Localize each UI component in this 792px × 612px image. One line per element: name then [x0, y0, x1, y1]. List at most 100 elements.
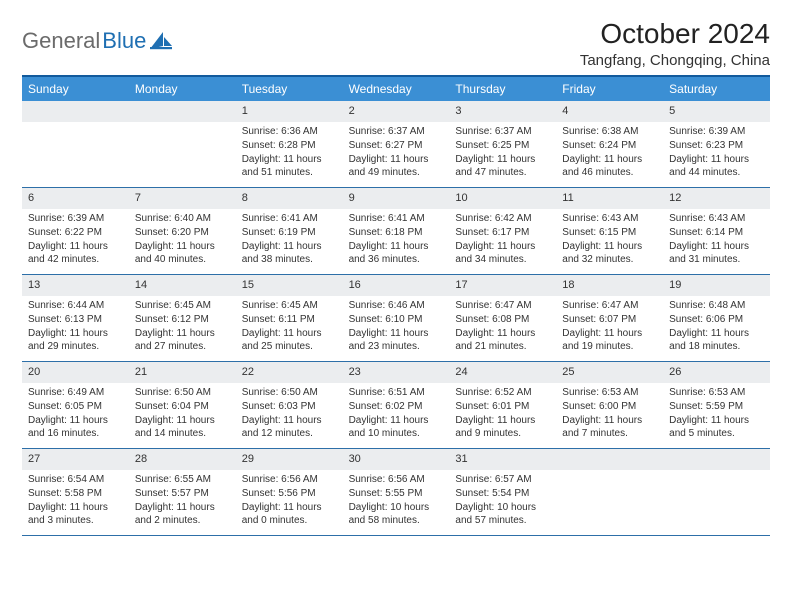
daylight-text: Daylight: 11 hours and 40 minutes. [135, 240, 230, 267]
sunrise-text: Sunrise: 6:52 AM [455, 386, 550, 400]
day-details: Sunrise: 6:48 AMSunset: 6:06 PMDaylight:… [663, 296, 770, 359]
sunset-text: Sunset: 6:12 PM [135, 313, 230, 327]
daylight-text: Daylight: 11 hours and 46 minutes. [562, 153, 657, 180]
day-number: 27 [22, 449, 129, 470]
calendar-cell [556, 449, 663, 535]
day-details: Sunrise: 6:41 AMSunset: 6:19 PMDaylight:… [236, 209, 343, 272]
calendar-cell: 29Sunrise: 6:56 AMSunset: 5:56 PMDayligh… [236, 449, 343, 535]
page-title: October 2024 [580, 18, 770, 50]
calendar-body: 1Sunrise: 6:36 AMSunset: 6:28 PMDaylight… [22, 101, 770, 536]
daylight-text: Daylight: 11 hours and 42 minutes. [28, 240, 123, 267]
day-details: Sunrise: 6:41 AMSunset: 6:18 PMDaylight:… [343, 209, 450, 272]
day-details: Sunrise: 6:36 AMSunset: 6:28 PMDaylight:… [236, 122, 343, 185]
calendar-cell: 24Sunrise: 6:52 AMSunset: 6:01 PMDayligh… [449, 362, 556, 448]
calendar-cell: 11Sunrise: 6:43 AMSunset: 6:15 PMDayligh… [556, 188, 663, 274]
day-details: Sunrise: 6:45 AMSunset: 6:11 PMDaylight:… [236, 296, 343, 359]
weekday-header: Monday [129, 77, 236, 101]
daylight-text: Daylight: 11 hours and 9 minutes. [455, 414, 550, 441]
calendar-week: 20Sunrise: 6:49 AMSunset: 6:05 PMDayligh… [22, 362, 770, 449]
sunset-text: Sunset: 6:24 PM [562, 139, 657, 153]
calendar-cell: 10Sunrise: 6:42 AMSunset: 6:17 PMDayligh… [449, 188, 556, 274]
daylight-text: Daylight: 11 hours and 14 minutes. [135, 414, 230, 441]
daylight-text: Daylight: 11 hours and 21 minutes. [455, 327, 550, 354]
day-details: Sunrise: 6:57 AMSunset: 5:54 PMDaylight:… [449, 470, 556, 533]
daylight-text: Daylight: 11 hours and 23 minutes. [349, 327, 444, 354]
day-number: 17 [449, 275, 556, 296]
day-number [663, 449, 770, 470]
weekday-header: Sunday [22, 77, 129, 101]
daylight-text: Daylight: 11 hours and 25 minutes. [242, 327, 337, 354]
daylight-text: Daylight: 11 hours and 2 minutes. [135, 501, 230, 528]
day-details: Sunrise: 6:43 AMSunset: 6:14 PMDaylight:… [663, 209, 770, 272]
day-details: Sunrise: 6:37 AMSunset: 6:25 PMDaylight:… [449, 122, 556, 185]
sunset-text: Sunset: 6:04 PM [135, 400, 230, 414]
calendar-cell: 20Sunrise: 6:49 AMSunset: 6:05 PMDayligh… [22, 362, 129, 448]
day-number: 4 [556, 101, 663, 122]
sunset-text: Sunset: 6:18 PM [349, 226, 444, 240]
title-block: October 2024 Tangfang, Chongqing, China [580, 18, 770, 69]
calendar-cell: 13Sunrise: 6:44 AMSunset: 6:13 PMDayligh… [22, 275, 129, 361]
sunset-text: Sunset: 6:02 PM [349, 400, 444, 414]
calendar-cell: 17Sunrise: 6:47 AMSunset: 6:08 PMDayligh… [449, 275, 556, 361]
day-number: 1 [236, 101, 343, 122]
day-number: 25 [556, 362, 663, 383]
header: GeneralBlue October 2024 Tangfang, Chong… [22, 18, 770, 69]
daylight-text: Daylight: 11 hours and 10 minutes. [349, 414, 444, 441]
sunrise-text: Sunrise: 6:56 AM [242, 473, 337, 487]
day-details: Sunrise: 6:45 AMSunset: 6:12 PMDaylight:… [129, 296, 236, 359]
day-details: Sunrise: 6:56 AMSunset: 5:55 PMDaylight:… [343, 470, 450, 533]
day-details: Sunrise: 6:46 AMSunset: 6:10 PMDaylight:… [343, 296, 450, 359]
sunset-text: Sunset: 6:01 PM [455, 400, 550, 414]
sunrise-text: Sunrise: 6:41 AM [349, 212, 444, 226]
calendar-cell: 3Sunrise: 6:37 AMSunset: 6:25 PMDaylight… [449, 101, 556, 187]
day-number: 7 [129, 188, 236, 209]
sunrise-text: Sunrise: 6:48 AM [669, 299, 764, 313]
sunrise-text: Sunrise: 6:50 AM [242, 386, 337, 400]
calendar-cell: 27Sunrise: 6:54 AMSunset: 5:58 PMDayligh… [22, 449, 129, 535]
sunrise-text: Sunrise: 6:47 AM [455, 299, 550, 313]
day-number: 11 [556, 188, 663, 209]
daylight-text: Daylight: 11 hours and 27 minutes. [135, 327, 230, 354]
daylight-text: Daylight: 11 hours and 51 minutes. [242, 153, 337, 180]
sunrise-text: Sunrise: 6:46 AM [349, 299, 444, 313]
sunrise-text: Sunrise: 6:45 AM [135, 299, 230, 313]
daylight-text: Daylight: 11 hours and 29 minutes. [28, 327, 123, 354]
weekday-header: Saturday [663, 77, 770, 101]
daylight-text: Daylight: 11 hours and 12 minutes. [242, 414, 337, 441]
sunrise-text: Sunrise: 6:41 AM [242, 212, 337, 226]
sunrise-text: Sunrise: 6:37 AM [349, 125, 444, 139]
day-number: 31 [449, 449, 556, 470]
weekday-header: Friday [556, 77, 663, 101]
calendar-cell: 8Sunrise: 6:41 AMSunset: 6:19 PMDaylight… [236, 188, 343, 274]
day-number: 21 [129, 362, 236, 383]
calendar-week: 13Sunrise: 6:44 AMSunset: 6:13 PMDayligh… [22, 275, 770, 362]
day-number: 5 [663, 101, 770, 122]
logo-word-1: General [22, 28, 100, 54]
day-details: Sunrise: 6:53 AMSunset: 6:00 PMDaylight:… [556, 383, 663, 446]
calendar-cell: 1Sunrise: 6:36 AMSunset: 6:28 PMDaylight… [236, 101, 343, 187]
day-details: Sunrise: 6:56 AMSunset: 5:56 PMDaylight:… [236, 470, 343, 533]
sunset-text: Sunset: 6:23 PM [669, 139, 764, 153]
day-details: Sunrise: 6:47 AMSunset: 6:07 PMDaylight:… [556, 296, 663, 359]
sunset-text: Sunset: 6:11 PM [242, 313, 337, 327]
calendar-week: 1Sunrise: 6:36 AMSunset: 6:28 PMDaylight… [22, 101, 770, 188]
sunset-text: Sunset: 5:55 PM [349, 487, 444, 501]
day-details: Sunrise: 6:49 AMSunset: 6:05 PMDaylight:… [22, 383, 129, 446]
sunrise-text: Sunrise: 6:47 AM [562, 299, 657, 313]
logo: GeneralBlue [22, 18, 172, 54]
calendar-cell: 15Sunrise: 6:45 AMSunset: 6:11 PMDayligh… [236, 275, 343, 361]
sunrise-text: Sunrise: 6:39 AM [669, 125, 764, 139]
sunset-text: Sunset: 6:20 PM [135, 226, 230, 240]
day-details: Sunrise: 6:55 AMSunset: 5:57 PMDaylight:… [129, 470, 236, 533]
sunset-text: Sunset: 6:19 PM [242, 226, 337, 240]
day-details: Sunrise: 6:51 AMSunset: 6:02 PMDaylight:… [343, 383, 450, 446]
day-details: Sunrise: 6:47 AMSunset: 6:08 PMDaylight:… [449, 296, 556, 359]
day-details: Sunrise: 6:53 AMSunset: 5:59 PMDaylight:… [663, 383, 770, 446]
calendar-cell: 12Sunrise: 6:43 AMSunset: 6:14 PMDayligh… [663, 188, 770, 274]
sunset-text: Sunset: 6:03 PM [242, 400, 337, 414]
calendar-cell: 4Sunrise: 6:38 AMSunset: 6:24 PMDaylight… [556, 101, 663, 187]
daylight-text: Daylight: 11 hours and 16 minutes. [28, 414, 123, 441]
daylight-text: Daylight: 11 hours and 36 minutes. [349, 240, 444, 267]
calendar-cell: 18Sunrise: 6:47 AMSunset: 6:07 PMDayligh… [556, 275, 663, 361]
sunset-text: Sunset: 6:13 PM [28, 313, 123, 327]
